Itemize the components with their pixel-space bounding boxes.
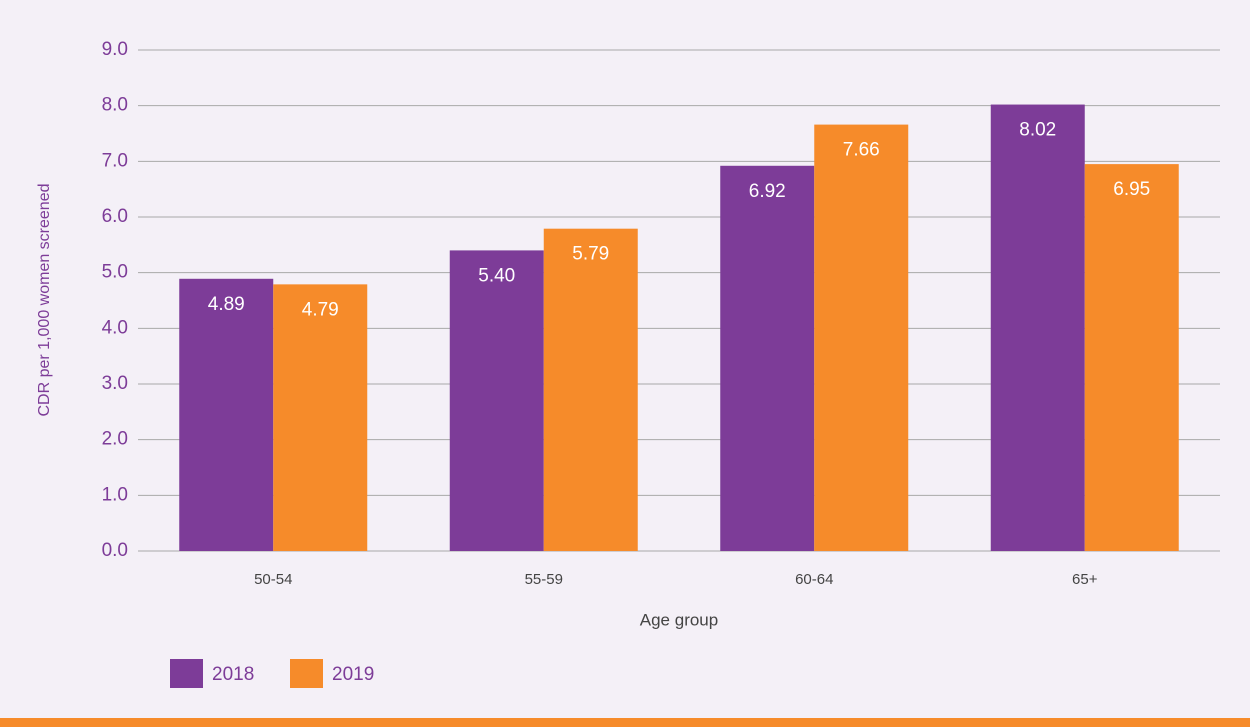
legend-label: 2019	[332, 664, 374, 685]
y-tick-label: 4.0	[102, 317, 128, 338]
bar	[449, 250, 544, 551]
x-tick-label: 50-54	[254, 571, 292, 588]
bar	[543, 228, 638, 551]
bar	[990, 104, 1085, 551]
bar	[1084, 164, 1179, 551]
x-tick-label: 65+	[1072, 571, 1098, 588]
bar	[814, 124, 909, 552]
value-label: 4.89	[208, 294, 245, 315]
y-tick-label: 0.0	[102, 540, 128, 561]
value-label: 5.79	[572, 244, 609, 265]
legend-swatch	[170, 659, 203, 688]
y-tick-label: 7.0	[102, 150, 128, 171]
y-tick-label: 1.0	[102, 484, 128, 505]
value-label: 5.40	[478, 265, 515, 286]
y-tick-label: 3.0	[102, 373, 128, 394]
y-tick-label: 2.0	[102, 429, 128, 450]
y-axis-label: CDR per 1,000 women screened	[36, 183, 53, 416]
x-tick-label: 55-59	[525, 571, 563, 588]
y-tick-label: 5.0	[102, 262, 128, 283]
value-label: 8.02	[1019, 120, 1056, 141]
bar	[179, 278, 274, 551]
bottom-strip	[0, 718, 1250, 727]
bar	[720, 165, 815, 551]
value-label: 6.95	[1113, 179, 1150, 200]
y-tick-label: 9.0	[102, 39, 128, 60]
y-tick-label: 6.0	[102, 206, 128, 227]
x-axis-label: Age group	[640, 610, 718, 629]
x-tick-label: 60-64	[795, 571, 833, 588]
legend-swatch	[290, 659, 323, 688]
value-label: 7.66	[843, 140, 880, 161]
value-label: 4.79	[302, 299, 339, 320]
y-tick-label: 8.0	[102, 95, 128, 116]
legend-label: 2018	[212, 664, 254, 685]
value-label: 6.92	[749, 181, 786, 202]
bar	[273, 284, 368, 551]
